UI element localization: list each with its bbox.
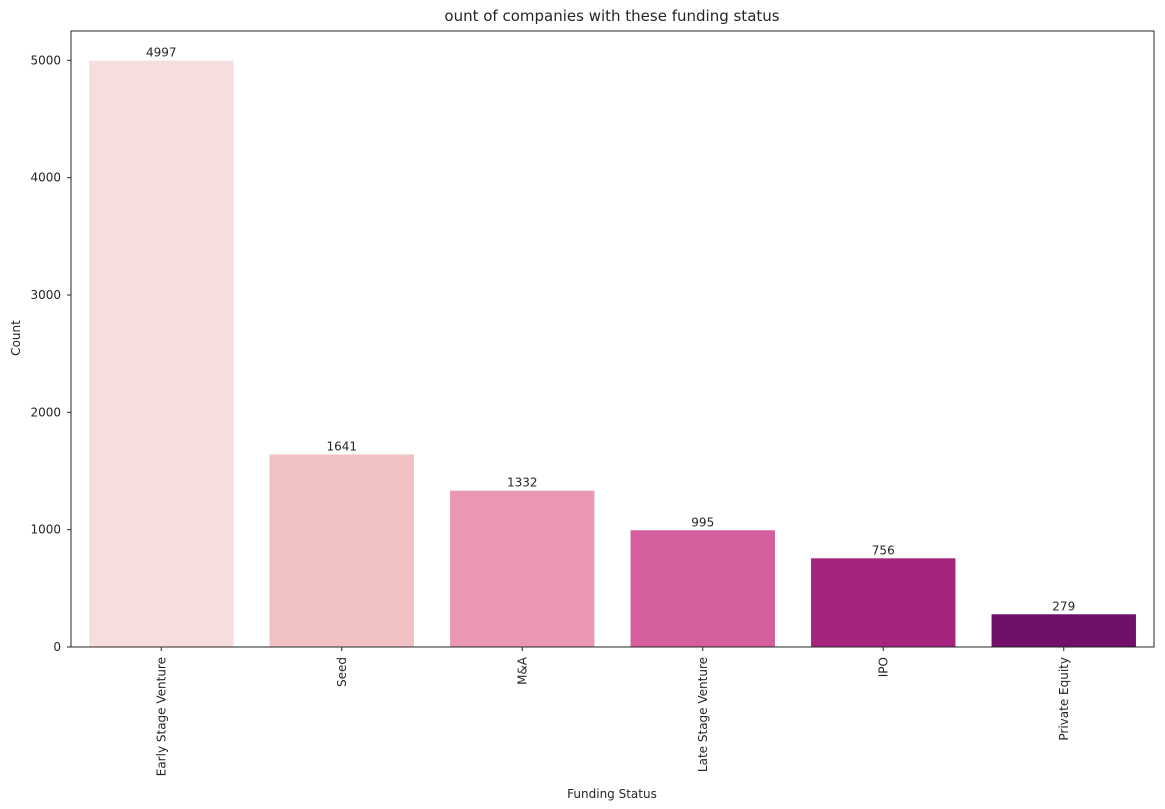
x-tick-label: Private Equity [1057,657,1071,741]
bar-value-label: 995 [691,515,714,529]
chart-title: ount of companies with these funding sta… [444,7,779,25]
y-tick-label: 3000 [30,288,61,302]
bar-value-label: 756 [872,543,895,557]
bar [450,490,595,647]
x-tick-label: Late Stage Venture [696,657,710,772]
bar-value-label: 4997 [146,46,177,60]
y-axis-label: Count [9,320,23,356]
bar [811,558,956,647]
bar [269,454,414,647]
bar-value-label: 1641 [326,439,357,453]
y-tick-label: 2000 [30,405,61,419]
bar [991,614,1136,647]
x-tick-label: M&A [515,656,529,685]
bars-group [89,60,1136,648]
x-tick-label: IPO [876,657,890,677]
data-labels-group: 4997 1641 1332 995 756 279 [146,46,1075,614]
bar-value-label: 279 [1052,599,1075,613]
y-tick-label: 1000 [30,523,61,537]
bar-value-label: 1332 [507,476,538,490]
bar [630,530,775,647]
plot-frame [70,30,1155,648]
y-axis: 0 1000 2000 3000 4000 5000 [30,53,71,654]
x-tick-label: Seed [335,657,349,687]
y-tick-label: 5000 [30,53,61,67]
x-axis: Early Stage Venture Seed M&A Late Stage Ven… [154,647,1071,776]
y-tick-label: 0 [53,640,61,654]
x-axis-label: Funding Status [567,787,657,801]
x-tick-label: Early Stage Venture [154,657,168,776]
y-tick-label: 4000 [30,171,61,185]
bar [89,60,234,648]
